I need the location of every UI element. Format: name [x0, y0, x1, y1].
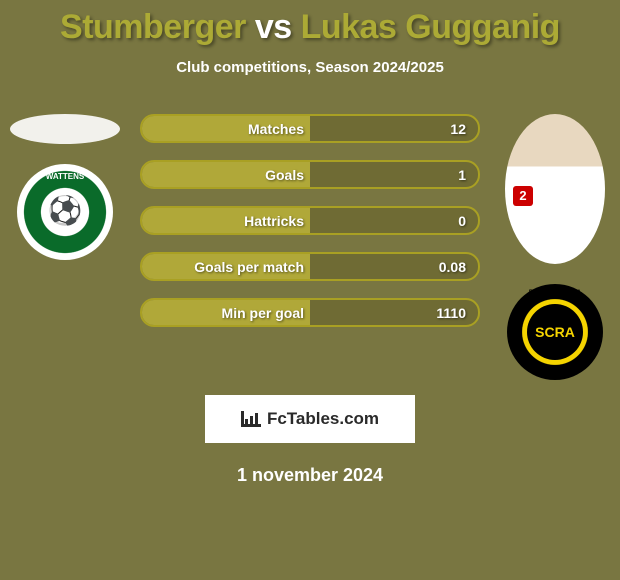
stat-label: Min per goal [222, 305, 304, 321]
title-player2: Lukas Gugganig [301, 8, 560, 46]
stat-value: 12 [450, 121, 466, 137]
stat-value: 0.08 [439, 259, 466, 275]
stat-bar-right: 1110 [310, 300, 478, 325]
stat-bar: Min per goal 1110 [140, 298, 480, 327]
comparison-area: SCRA Matches12Goals1Hattricks0Goals per … [0, 114, 620, 327]
title-vs: vs [255, 8, 292, 46]
player2-photo [505, 114, 605, 264]
stat-bar: Goals per match 0.08 [140, 252, 480, 281]
stat-bar-left: Goals per match [142, 254, 310, 279]
stat-bar: Goals 1 [140, 160, 480, 189]
right-player-column: SCRA [500, 114, 610, 380]
brand-badge: FcTables.com [205, 395, 415, 443]
stat-bar-left: Goals [142, 162, 310, 187]
stat-bar: Hattricks 0 [140, 206, 480, 235]
title-player1: Stumberger [60, 8, 246, 46]
stat-bar: Matches 12 [140, 114, 480, 143]
subtitle: Club competitions, Season 2024/2025 [0, 59, 620, 76]
stat-bar-right: 0 [310, 208, 478, 233]
stat-bar-left: Hattricks [142, 208, 310, 233]
stat-bar-right: 0.08 [310, 254, 478, 279]
page-title: Stumberger vs Lukas Gugganig [0, 0, 620, 47]
player1-photo [10, 114, 120, 144]
stat-bar-right: 1 [310, 162, 478, 187]
player2-club-label: SCRA [527, 304, 583, 360]
stat-bars: Matches 12 Goals 1 Hattricks 0 Goals per match… [140, 114, 480, 327]
date-label: 1 november 2024 [0, 465, 620, 486]
stat-label: Hattricks [244, 213, 304, 229]
left-player-column [10, 114, 120, 260]
infographic-root: Stumberger vs Lukas Gugganig Club compet… [0, 0, 620, 486]
chart-icon [241, 411, 261, 427]
player2-club-logo: SCRA [507, 284, 603, 380]
stat-value: 1110 [436, 305, 466, 321]
stat-bar-left: Matches [142, 116, 310, 141]
player1-club-logo [17, 164, 113, 260]
stat-label: Matches [248, 121, 304, 137]
stat-bar-right: 12 [310, 116, 478, 141]
brand-text: FcTables.com [267, 409, 379, 429]
stat-value: 1 [458, 167, 466, 183]
stat-label: Goals [265, 167, 304, 183]
stat-label: Goals per match [194, 259, 304, 275]
stat-value: 0 [458, 213, 466, 229]
stat-bar-left: Min per goal [142, 300, 310, 325]
